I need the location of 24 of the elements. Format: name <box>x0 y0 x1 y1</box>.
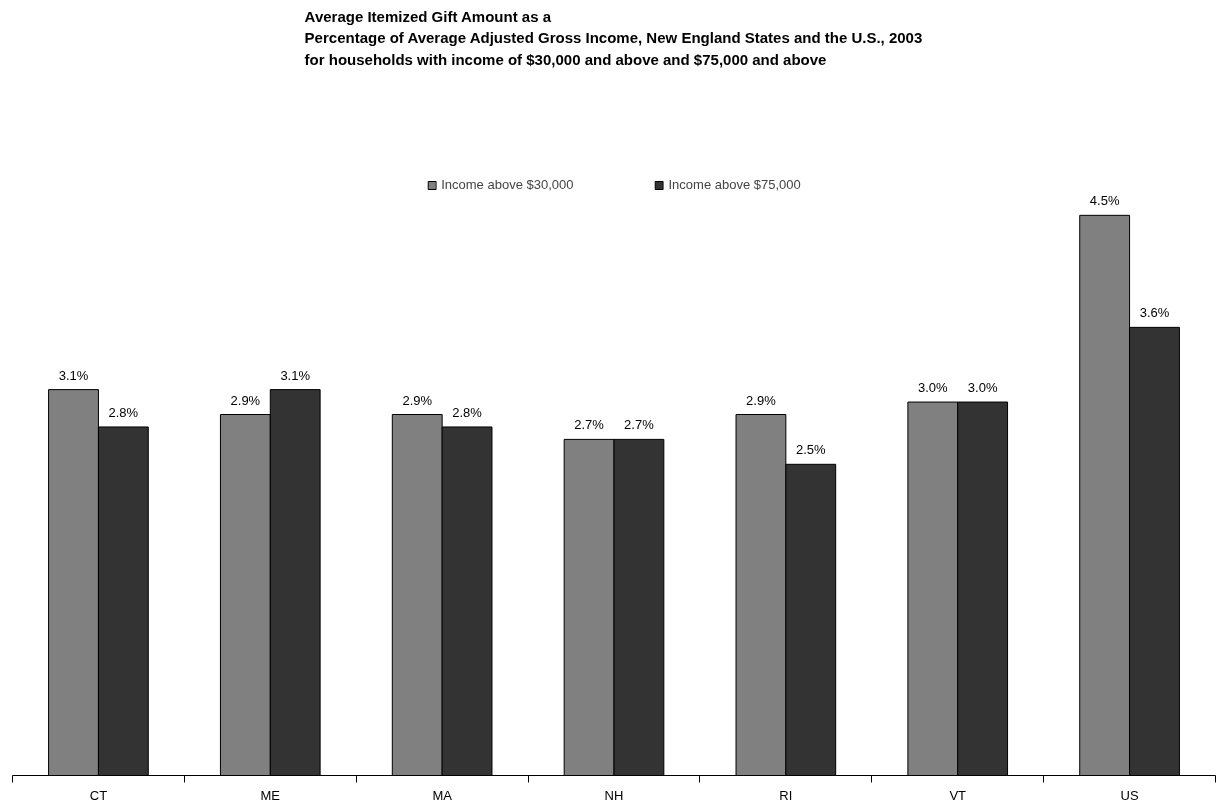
data-label: 3.0% <box>967 380 998 396</box>
x-tick-label: ME <box>260 787 281 803</box>
legend-label: Income above $75,000 <box>668 177 801 192</box>
chart-title: Average Itemized Gift Amount as a Percentage of Average Adjusted Gross Income, New England States and the U.S., 2003 for households with income of $30,000 and above and $75,000 and above <box>304 8 923 68</box>
x-tick-label: RI <box>779 787 793 803</box>
data-label: 2.9% <box>230 392 261 408</box>
data-label: 2.7% <box>624 417 655 433</box>
data-label: 3.1% <box>280 367 311 383</box>
legend-label: Income above $30,000 <box>441 177 574 192</box>
data-label: 2.8% <box>452 404 483 420</box>
data-label: 3.0% <box>917 380 949 396</box>
x-tick-label: CT <box>89 787 108 803</box>
data-label: 2.8% <box>108 404 139 420</box>
data-label: 4.5% <box>1089 193 1120 209</box>
data-label: 2.5% <box>795 442 827 458</box>
data-label: 3.6% <box>1139 305 1170 321</box>
x-tick-label: US <box>1120 787 1139 803</box>
data-label: 2.9% <box>746 392 777 408</box>
data-label: 2.7% <box>574 417 605 433</box>
x-tick-label: VT <box>949 787 967 803</box>
data-label: 3.1% <box>58 367 89 383</box>
x-tick-label: MA <box>432 787 453 803</box>
x-tick-label: NH <box>604 787 624 803</box>
data-label: 2.9% <box>402 392 433 408</box>
